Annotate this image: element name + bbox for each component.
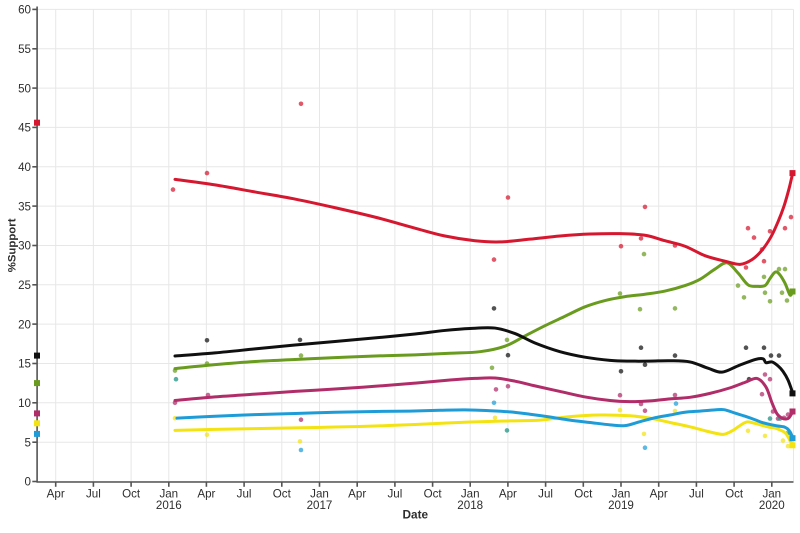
svg-text:Jul: Jul [237,487,252,500]
svg-text:Jul: Jul [86,487,101,500]
svg-text:Jan: Jan [310,487,329,500]
svg-text:Jul: Jul [387,487,402,500]
svg-text:60: 60 [18,4,31,17]
svg-text:Apr: Apr [650,487,668,500]
svg-text:45: 45 [18,122,31,135]
svg-text:Apr: Apr [348,487,366,500]
svg-text:15: 15 [18,358,31,371]
svg-text:2019: 2019 [608,499,634,512]
svg-text:20: 20 [18,318,31,331]
svg-text:Oct: Oct [424,487,443,500]
svg-text:50: 50 [18,82,31,95]
svg-text:Oct: Oct [725,487,744,500]
svg-text:Jul: Jul [689,487,704,500]
svg-text:2016: 2016 [156,499,182,512]
svg-text:Jan: Jan [762,487,781,500]
svg-text:Jan: Jan [612,487,631,500]
svg-text:Apr: Apr [197,487,215,500]
svg-text:2020: 2020 [759,499,785,512]
svg-text:25: 25 [18,279,31,292]
svg-text:Apr: Apr [47,487,65,500]
svg-text:30: 30 [18,240,31,253]
svg-text:10: 10 [18,397,31,410]
svg-text:0: 0 [25,476,31,489]
svg-text:Jul: Jul [538,487,553,500]
svg-text:Jan: Jan [159,487,178,500]
svg-text:40: 40 [18,161,31,174]
svg-text:35: 35 [18,200,31,213]
svg-text:Apr: Apr [499,487,517,500]
svg-text:Jan: Jan [461,487,480,500]
svg-text:Oct: Oct [122,487,141,500]
svg-text:Oct: Oct [574,487,593,500]
svg-text:%Support: %Support [7,218,19,272]
svg-text:2018: 2018 [457,499,483,512]
svg-text:Oct: Oct [273,487,292,500]
svg-text:55: 55 [18,43,31,56]
svg-text:5: 5 [25,436,31,449]
svg-text:Date: Date [403,507,429,521]
svg-text:2017: 2017 [307,499,333,512]
